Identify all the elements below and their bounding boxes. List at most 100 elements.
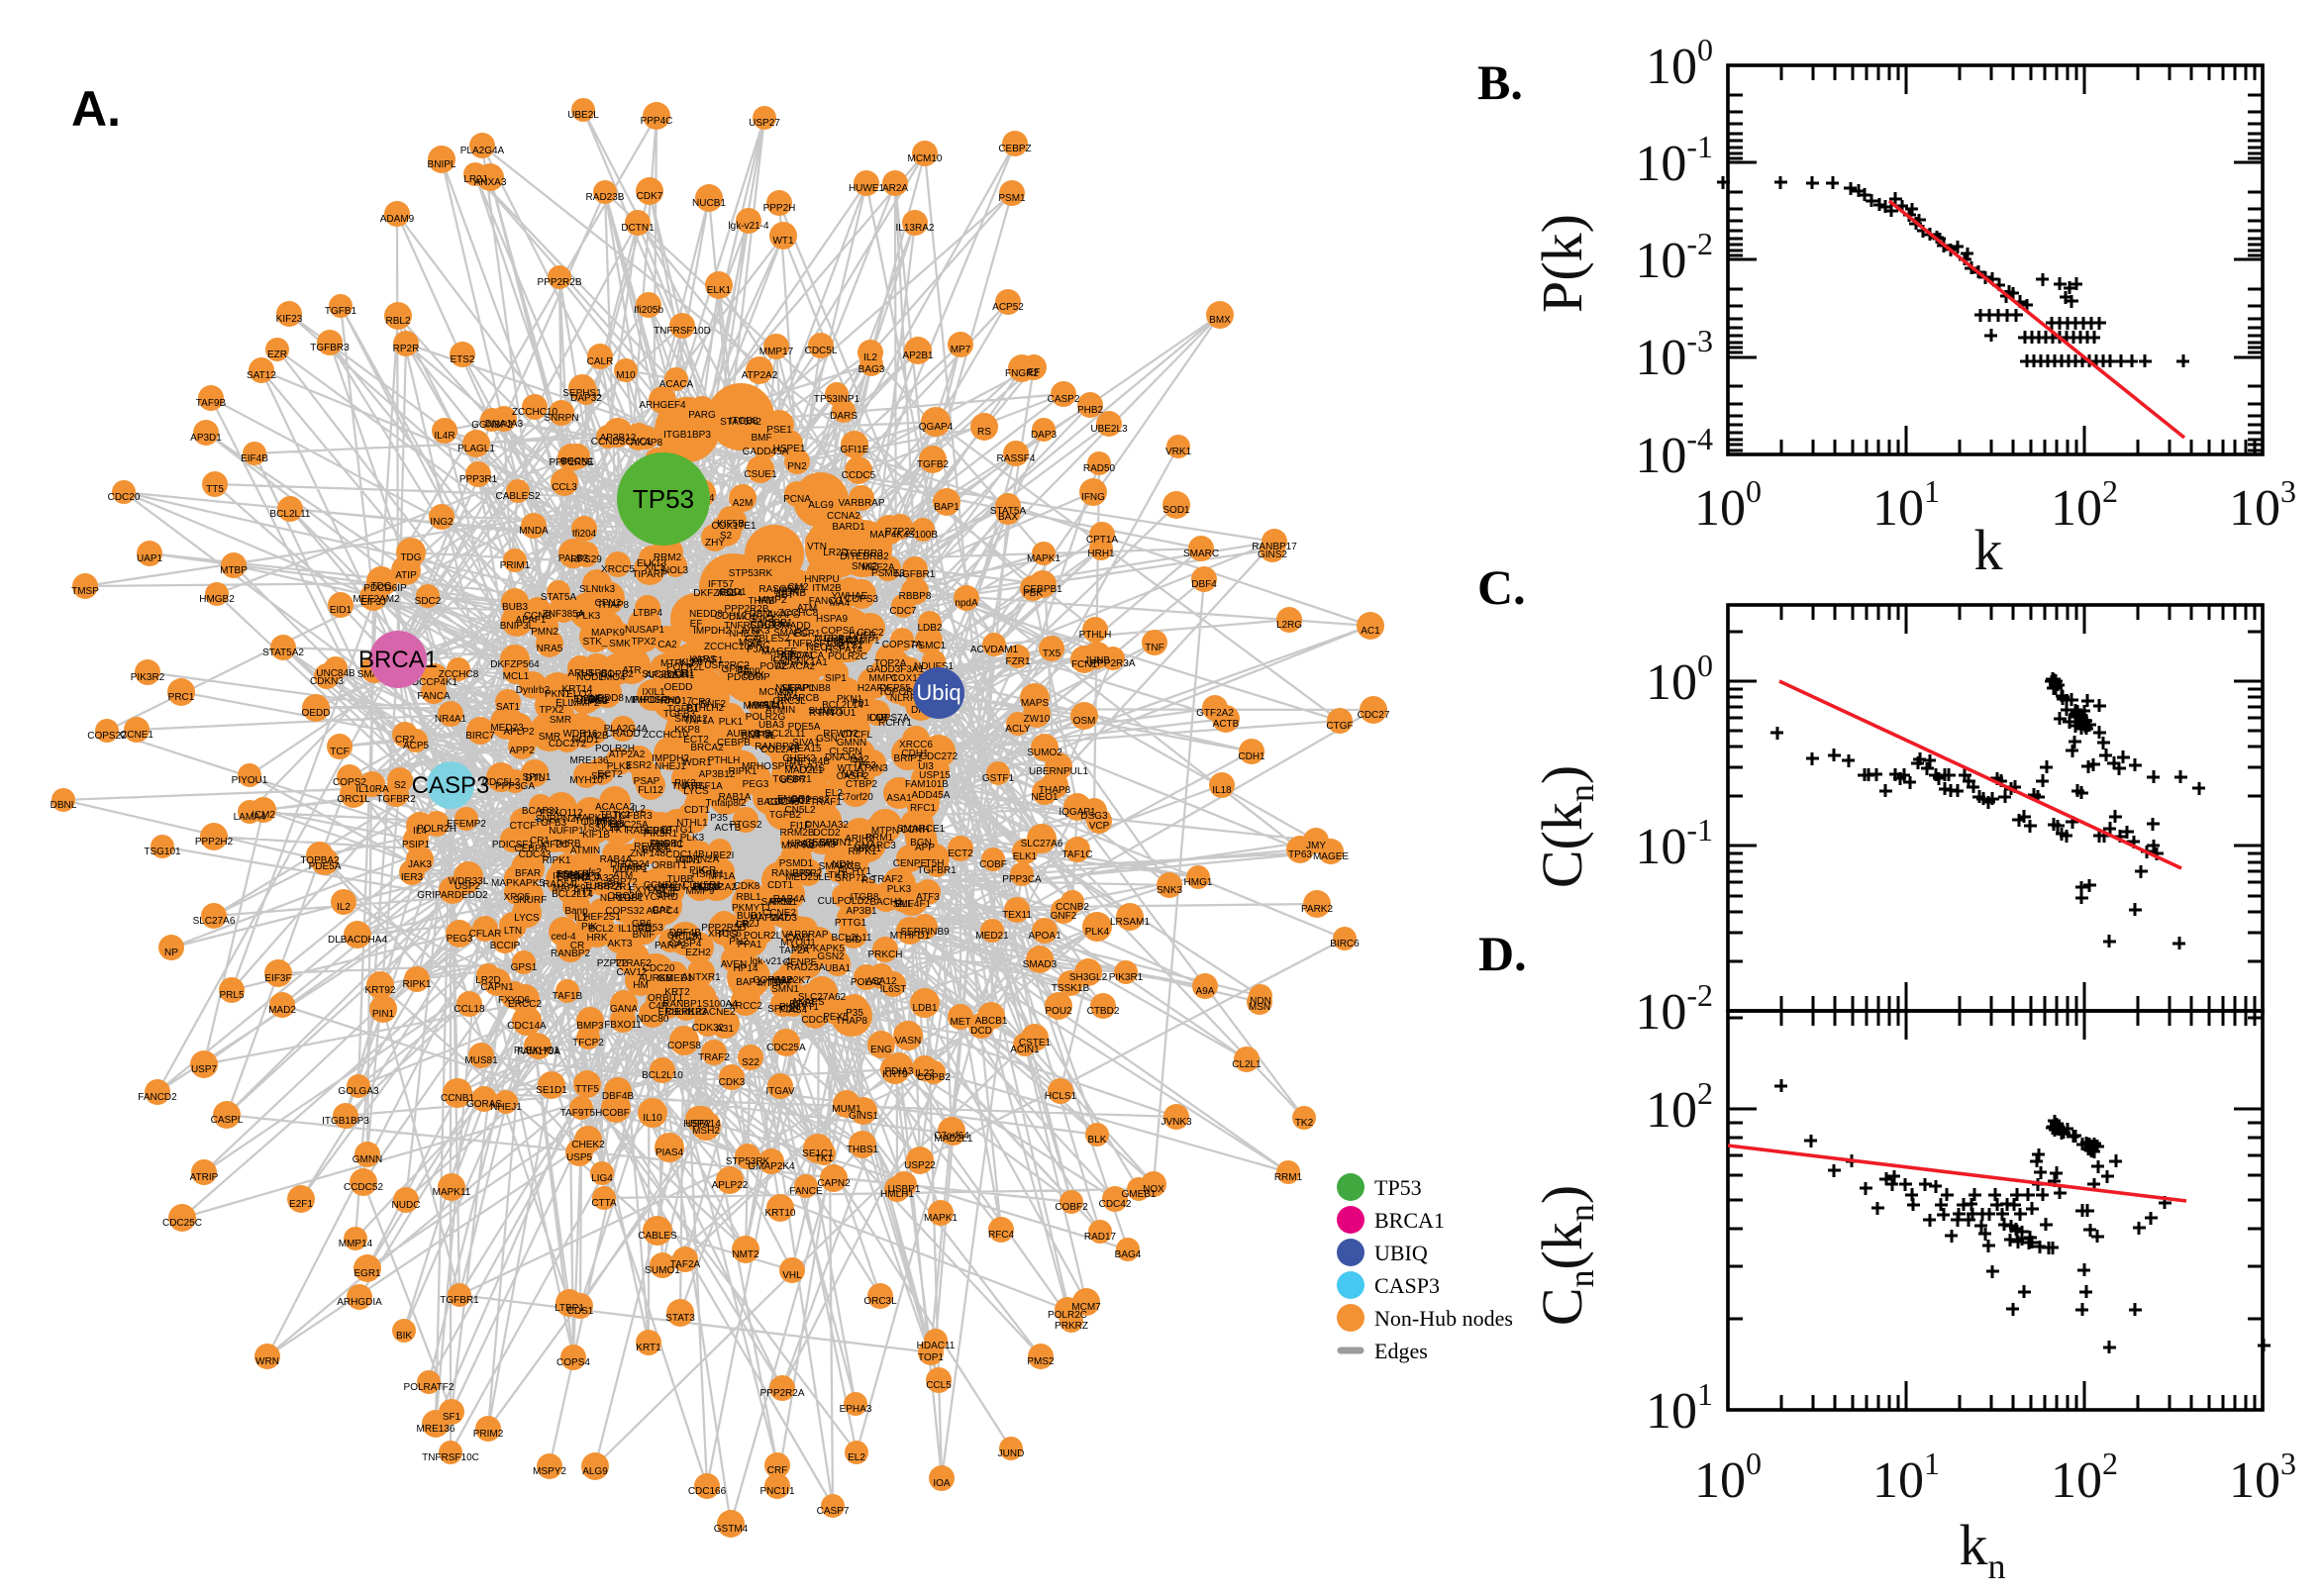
svg-text:PKN1: PKN1	[675, 855, 702, 866]
svg-text:JVNK3: JVNK3	[1161, 1117, 1192, 1128]
svg-text:MUS81: MUS81	[464, 1055, 498, 1066]
svg-text:PRKCH: PRKCH	[867, 949, 902, 960]
svg-text:UAP1: UAP1	[137, 553, 163, 564]
svg-text:ZCCHC8: ZCCHC8	[439, 669, 479, 680]
svg-text:ALG9: ALG9	[582, 1466, 608, 1477]
svg-text:TNFRSF10C: TNFRSF10C	[422, 1452, 479, 1463]
svg-text:D.: D.	[1478, 926, 1527, 981]
svg-text:USP22: USP22	[904, 1160, 936, 1171]
svg-text:KRT2: KRT2	[664, 987, 690, 998]
svg-text:GMNN: GMNN	[837, 738, 867, 748]
svg-text:SMR: SMR	[550, 715, 571, 726]
svg-text:BGN: BGN	[910, 838, 932, 848]
svg-text:ACP52: ACP52	[992, 302, 1024, 313]
svg-text:POLR2H: POLR2H	[595, 744, 635, 754]
svg-text:EIF4A2: EIF4A2	[556, 872, 590, 883]
svg-text:CRADD: CRADD	[605, 729, 641, 740]
svg-text:SNRPN2: SNRPN2	[536, 814, 576, 825]
svg-text:EZH2: EZH2	[685, 948, 711, 958]
svg-text:PSM1: PSM1	[998, 193, 1026, 204]
svg-text:KRT14: KRT14	[562, 684, 593, 695]
svg-text:IL2: IL2	[574, 913, 588, 924]
svg-text:Ifi205b: Ifi205b	[634, 305, 663, 316]
svg-text:TT5: TT5	[206, 484, 224, 495]
svg-text:KRT92: KRT92	[365, 985, 396, 996]
svg-text:MAP4K4: MAP4K4	[869, 530, 909, 541]
svg-text:AKAP8: AKAP8	[631, 438, 663, 449]
svg-text:CDKN2A: CDKN2A	[679, 854, 720, 865]
svg-text:CDS1: CDS1	[567, 1306, 594, 1317]
svg-text:STAT5A2: STAT5A2	[720, 417, 761, 428]
svg-text:EGR1: EGR1	[793, 629, 821, 640]
svg-text:MTPN2: MTPN2	[660, 658, 694, 669]
svg-text:TCF: TCF	[330, 747, 349, 757]
svg-text:AKAPS: AKAPS	[791, 997, 825, 1008]
svg-text:RANBP1S100A4: RANBP1S100A4	[662, 999, 738, 1010]
svg-text:MUM1: MUM1	[832, 1104, 861, 1115]
svg-text:ORC3L: ORC3L	[863, 1296, 897, 1307]
svg-text:BECN1: BECN1	[560, 456, 594, 467]
svg-text:PCNA: PCNA	[783, 494, 811, 505]
svg-text:BIK: BIK	[396, 1331, 412, 1342]
svg-text:RIPK1: RIPK1	[849, 847, 877, 857]
svg-text:PN2: PN2	[787, 461, 807, 472]
svg-text:APLP2: APLP2	[503, 727, 535, 738]
svg-text:BMP3: BMP3	[576, 1021, 604, 1032]
svg-text:BRCA1: BRCA1	[358, 647, 438, 673]
svg-text:EZR: EZR	[267, 349, 287, 360]
svg-text:CDH12: CDH12	[715, 611, 748, 622]
svg-text:PIN1: PIN1	[372, 1009, 395, 1020]
svg-text:BCL2L11: BCL2L11	[765, 729, 806, 740]
svg-text:TDG: TDG	[400, 552, 421, 563]
svg-text:DHFR: DHFR	[849, 631, 876, 642]
svg-text:TSG101: TSG101	[144, 847, 181, 857]
svg-text:POLR2H: POLR2H	[417, 824, 456, 835]
svg-text:GANA: GANA	[610, 1004, 639, 1015]
svg-text:SIP1: SIP1	[825, 673, 847, 684]
svg-text:GSN2: GSN2	[817, 951, 845, 962]
svg-text:DBF4: DBF4	[1191, 579, 1217, 590]
svg-text:ATXN3: ATXN3	[857, 763, 888, 774]
svg-text:WT1: WT1	[837, 763, 858, 774]
svg-text:RFWD2: RFWD2	[634, 842, 669, 852]
svg-text:STAT5A: STAT5A	[541, 592, 577, 603]
svg-text:PARP2: PARP2	[655, 941, 686, 951]
svg-text:CCND3: CCND3	[591, 437, 626, 448]
svg-text:DNAJA3: DNAJA3	[485, 419, 524, 430]
svg-text:ORC3L: ORC3L	[607, 891, 641, 902]
svg-text:CDC45: CDC45	[767, 797, 800, 808]
svg-text:H2AFY: H2AFY	[858, 683, 890, 694]
svg-text:NDUFS1: NDUFS1	[914, 661, 954, 672]
svg-text:ELK13: ELK13	[637, 558, 666, 569]
svg-text:PLK1: PLK1	[719, 717, 744, 728]
svg-text:CASP4: CASP4	[669, 939, 702, 949]
svg-text:SAT12: SAT12	[247, 370, 276, 381]
svg-text:CENPE: CENPE	[893, 858, 928, 869]
svg-text:A.: A.	[71, 81, 121, 137]
svg-text:PN2: PN2	[729, 937, 749, 948]
svg-text:BIRC6: BIRC6	[642, 845, 671, 855]
svg-text:ACVDAM1: ACVDAM1	[970, 645, 1019, 655]
svg-text:npdA: npdA	[955, 598, 978, 609]
svg-text:CDC42: CDC42	[1099, 1199, 1132, 1210]
svg-text:BCCIP: BCCIP	[490, 941, 521, 951]
svg-text:PNC1I1: PNC1I1	[759, 1486, 794, 1497]
svg-text:CCNE2: CCNE2	[762, 908, 796, 919]
svg-text:CAV12: CAV12	[617, 967, 648, 978]
svg-text:IL2: IL2	[770, 653, 784, 664]
svg-text:IL4R: IL4R	[434, 431, 454, 442]
svg-text:GTF2A2: GTF2A2	[1196, 708, 1234, 719]
svg-text:ZCCHC10: ZCCHC10	[512, 407, 558, 418]
svg-text:PSME3: PSME3	[871, 568, 905, 579]
svg-text:MAPKAPK5: MAPKAPK5	[491, 878, 545, 889]
svg-text:WDR16: WDR16	[562, 729, 597, 740]
svg-text:CASP3: CASP3	[1374, 1273, 1440, 1298]
svg-text:FLI12: FLI12	[692, 882, 718, 893]
svg-text:LIG4: LIG4	[591, 1173, 613, 1184]
svg-text:PIK: PIK	[581, 922, 597, 933]
svg-text:MAPS: MAPS	[1021, 698, 1050, 709]
svg-text:SUMO1: SUMO1	[645, 1265, 680, 1276]
svg-text:CCNH: CCNH	[901, 825, 930, 836]
svg-text:AP2B1: AP2B1	[902, 350, 934, 361]
svg-text:NHEJ1: NHEJ1	[729, 629, 760, 640]
